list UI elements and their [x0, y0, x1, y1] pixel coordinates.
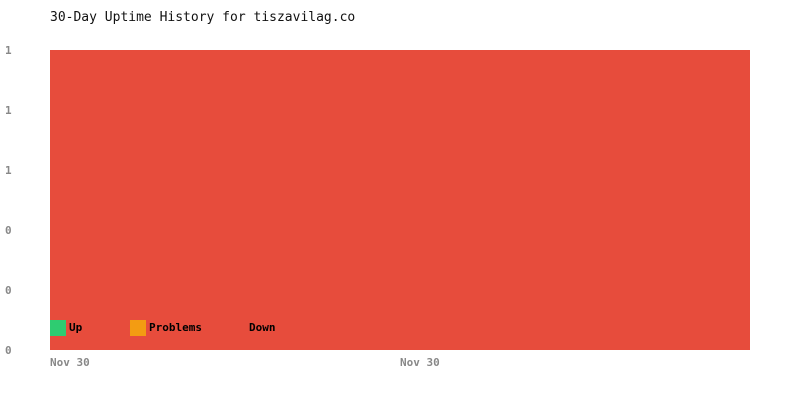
legend-swatch-problems	[130, 320, 146, 336]
y-tick-label: 0	[5, 284, 12, 297]
legend-swatch-down	[230, 320, 246, 336]
y-tick-label: 1	[5, 44, 12, 57]
x-tick-label: Nov 30	[50, 356, 90, 369]
chart-title: 30-Day Uptime History for tiszavilag.co	[50, 10, 356, 25]
y-tick-label: 1	[5, 104, 12, 117]
y-tick-label: 1	[5, 164, 12, 177]
legend-label-problems: Problems	[149, 321, 202, 334]
x-tick-label: Nov 30	[400, 356, 440, 369]
y-tick-label: 0	[5, 224, 12, 237]
legend-swatch-up	[50, 320, 66, 336]
y-tick-label: 0	[5, 344, 12, 357]
legend-label-up: Up	[69, 321, 83, 334]
legend-label-down: Down	[249, 321, 276, 334]
area-down	[50, 50, 750, 350]
